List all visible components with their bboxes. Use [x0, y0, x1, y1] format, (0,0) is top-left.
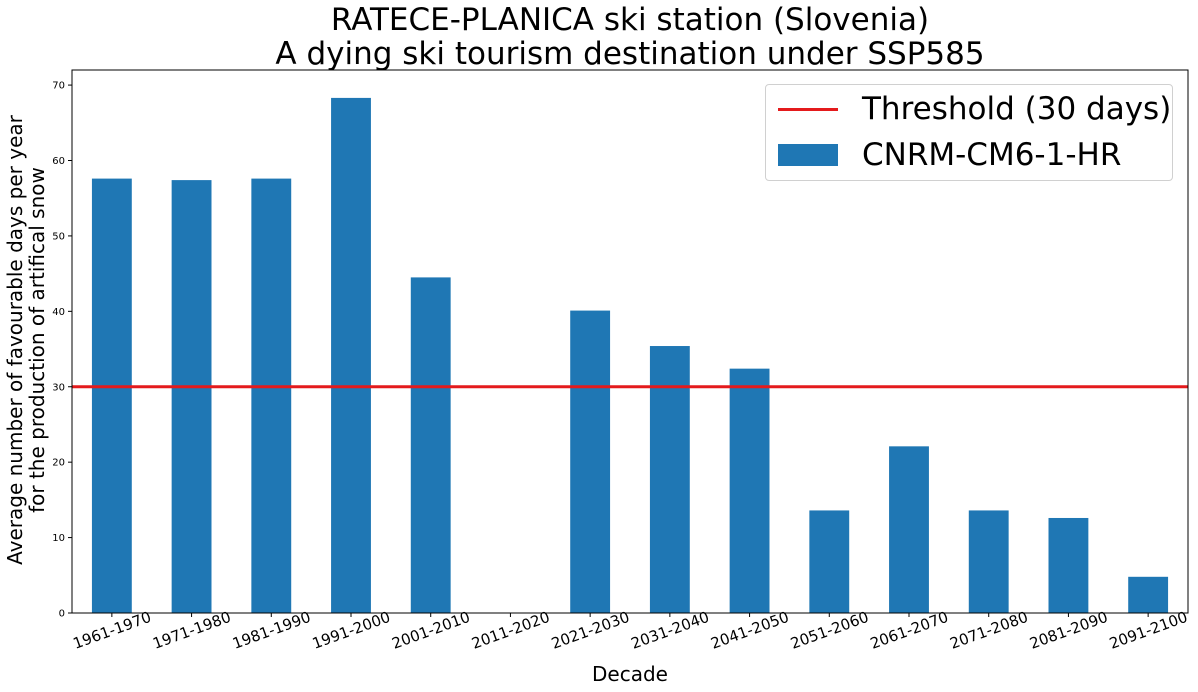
x-axis-ticks: 1961-19701971-19801981-19901991-20002001…	[71, 608, 1190, 653]
legend-series-swatch	[778, 144, 838, 166]
bar-2001-2010	[410, 277, 451, 613]
y-tick-label: 10	[52, 533, 65, 544]
legend-threshold-label: Threshold (30 days)	[862, 91, 1172, 127]
plot-frame	[71, 69, 1189, 614]
x-axis-label: Decade	[592, 662, 668, 686]
y-tick-label: 50	[52, 231, 65, 242]
bars-group	[91, 97, 1169, 613]
y-tick-label: 0	[59, 609, 65, 620]
bar-1991-2000	[331, 97, 371, 613]
y-axis-label-line-2: for the production of artifical snow	[25, 167, 49, 513]
y-axis-ticks: 0 10 20 30 40 50 60 70	[52, 81, 72, 620]
legend-item-threshold: Threshold (30 days)	[778, 89, 1171, 129]
bar-2051-2060	[809, 510, 850, 613]
bar-2041-2050	[729, 368, 770, 613]
y-axis-label: Average number of favourable days per ye…	[3, 115, 49, 565]
bar-1961-1970	[91, 178, 132, 613]
bar-2071-2080	[968, 510, 1009, 613]
bar-2091-2100	[1128, 576, 1169, 613]
legend: Threshold (30 days) CNRM-CM6-1-HR	[765, 84, 1173, 181]
legend-threshold-swatch	[778, 107, 838, 111]
chart-title-line-2: A dying ski tourism destination under SS…	[275, 36, 985, 72]
y-tick-label: 20	[52, 458, 65, 469]
y-tick-label: 60	[52, 156, 65, 167]
bar-1981-1990	[251, 178, 292, 613]
legend-series-label: CNRM-CM6-1-HR	[862, 137, 1122, 173]
y-tick-label: 30	[52, 382, 65, 393]
y-axis-label-line-1: Average number of favourable days per ye…	[3, 115, 27, 565]
bar-2081-2090	[1048, 517, 1089, 613]
bar-2031-2040	[649, 346, 690, 613]
bar-2061-2070	[889, 446, 929, 613]
legend-item-series: CNRM-CM6-1-HR	[778, 135, 1121, 175]
y-tick-label: 70	[52, 81, 65, 92]
chart-title-line-1: RATECE-PLANICA ski station (Slovenia)	[330, 2, 930, 38]
bar-2021-2030	[570, 310, 611, 613]
bar-1971-1980	[171, 180, 212, 613]
y-tick-label: 40	[52, 307, 65, 318]
